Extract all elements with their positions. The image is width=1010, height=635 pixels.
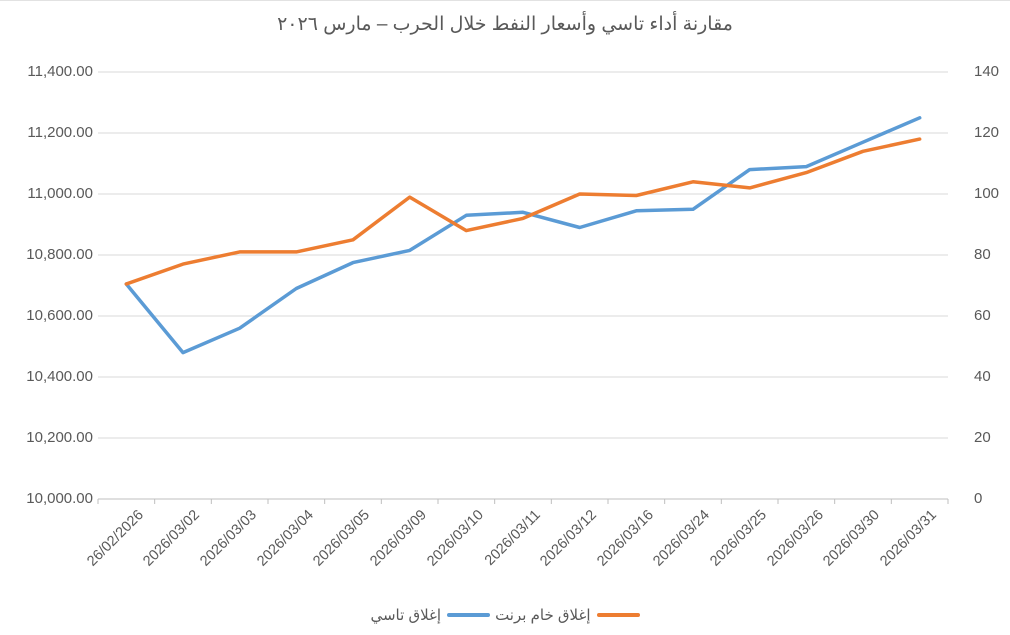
legend-label-brent: إغلاق خام برنت (495, 607, 591, 624)
y-left-tick-label: 10,200.00 (26, 429, 93, 446)
y-right-tick-label: 0 (974, 490, 983, 507)
y-right-tick-label: 140 (974, 63, 1000, 80)
y-left-tick-label: 10,000.00 (26, 490, 93, 507)
y-right-tick-label: 60 (974, 307, 991, 324)
legend-label-tasi: إغلاق تاسي (370, 607, 442, 624)
legend-item-tasi: إغلاق تاسي (370, 606, 491, 624)
spreadsheet-edge-line (0, 0, 1010, 1)
tasi-series-line (124, 116, 922, 355)
y-right-tick-label: 20 (974, 429, 991, 446)
y-right-tick-label: 80 (974, 246, 991, 263)
y-right-tick-label: 120 (974, 124, 1000, 141)
chart-legend: إغلاق تاسي إغلاق خام برنت (0, 606, 1010, 624)
chart-title: مقارنة أداء تاسي وأسعار النفط خلال الحرب… (277, 14, 733, 35)
y-right-tick-label: 100 (974, 185, 1000, 202)
y-left-tick-label: 10,400.00 (26, 368, 93, 385)
brent-series-line (124, 137, 922, 286)
legend-marker-tasi-line (447, 613, 491, 617)
y-left-tick-label: 11,400.00 (27, 63, 93, 80)
legend-item-brent: إغلاق خام برنت (495, 606, 640, 624)
y-left-tick-label: 10,600.00 (26, 307, 93, 324)
y-left-tick-label: 10,800.00 (26, 246, 93, 263)
y-left-tick-label: 11,200.00 (27, 124, 93, 141)
y-right-tick-label: 40 (974, 368, 991, 385)
legend-marker-brent-line (596, 613, 640, 617)
y-left-tick-label: 11,000.00 (27, 185, 93, 202)
